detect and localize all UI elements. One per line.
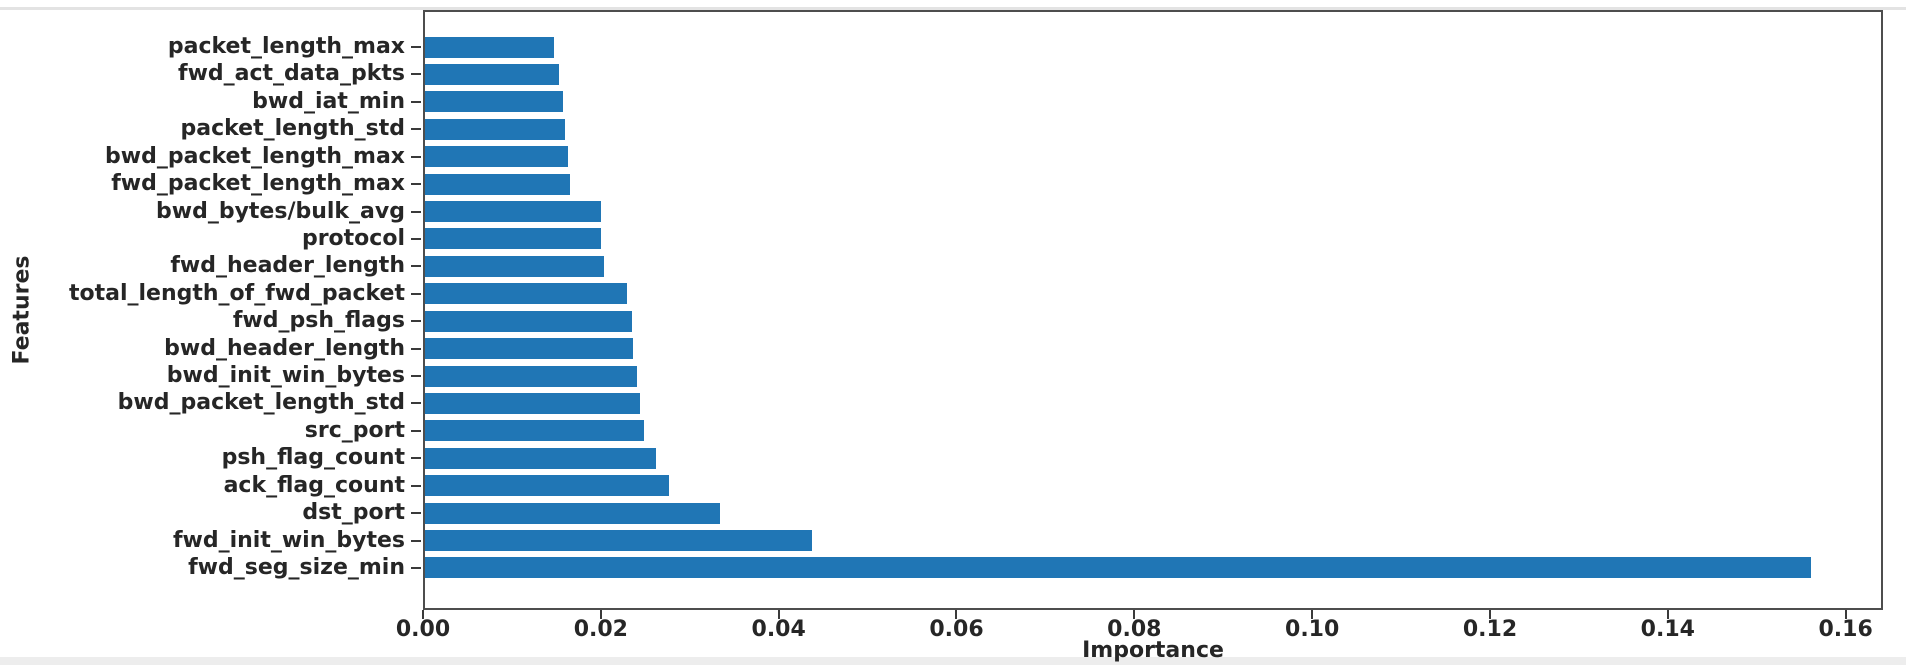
- plot-area: [423, 10, 1883, 610]
- y-tick-label: packet_length_max: [167, 34, 405, 59]
- y-axis-title: Features: [9, 255, 35, 365]
- y-tick-mark: [411, 100, 421, 103]
- y-tick-label: bwd_packet_length_std: [117, 390, 405, 416]
- y-tick-label: fwd_header_length: [170, 253, 405, 279]
- bar: [425, 146, 568, 168]
- bar: [425, 420, 644, 442]
- x-tick-label: 0.02: [573, 617, 628, 642]
- y-tick-label: bwd_init_win_bytes: [166, 363, 405, 389]
- x-tick-label: 0.04: [751, 617, 806, 642]
- y-tick-label: protocol: [301, 225, 405, 251]
- bar: [425, 365, 637, 387]
- y-tick-mark: [411, 292, 421, 295]
- x-tick-label: 0.08: [1107, 617, 1162, 642]
- x-tick-label: 0.10: [1285, 617, 1340, 642]
- x-tick-label: 0.12: [1462, 617, 1518, 642]
- y-tick-mark: [411, 265, 421, 268]
- y-tick-mark: [411, 402, 421, 405]
- y-tick-mark: [411, 183, 421, 186]
- y-tick-label: dst_port: [302, 500, 405, 526]
- y-tick-mark: [411, 484, 421, 487]
- y-tick-mark: [411, 566, 421, 569]
- y-tick-label: fwd_psh_flags: [232, 308, 405, 334]
- y-tick-label: fwd_act_data_pkts: [178, 61, 405, 87]
- x-tick-mark: [422, 610, 424, 619]
- y-tick-mark: [411, 539, 421, 542]
- bar: [425, 310, 632, 332]
- x-tick-label: 0.14: [1640, 617, 1695, 642]
- x-tick-mark: [1133, 610, 1136, 619]
- y-tick-mark: [411, 46, 421, 48]
- y-tick-label: bwd_iat_min: [252, 88, 405, 114]
- bar: [425, 475, 669, 497]
- page-rule-bottom: [0, 657, 1906, 665]
- y-tick-mark: [411, 512, 421, 515]
- bar: [425, 283, 627, 305]
- y-tick-mark: [411, 457, 421, 460]
- y-tick-label: bwd_header_length: [164, 335, 405, 361]
- bar: [425, 255, 604, 277]
- x-tick-label: 0.00: [395, 617, 451, 642]
- bar: [425, 201, 601, 223]
- y-tick-label: ack_flag_count: [223, 472, 405, 498]
- x-tick-mark: [599, 610, 602, 619]
- y-tick-label: bwd_packet_length_max: [105, 143, 405, 169]
- x-tick-mark: [1666, 610, 1669, 619]
- page-rule-top: [0, 7, 1906, 10]
- x-tick-mark: [777, 610, 780, 619]
- y-tick-mark: [411, 237, 421, 240]
- x-tick-label: 0.16: [1818, 617, 1873, 642]
- y-tick-mark: [411, 347, 421, 350]
- bar: [425, 91, 563, 113]
- x-tick-mark: [1844, 610, 1847, 619]
- y-tick-mark: [411, 155, 421, 158]
- y-tick-mark: [411, 210, 421, 213]
- y-tick-label: fwd_seg_size_min: [188, 554, 405, 580]
- x-tick-mark: [955, 610, 958, 619]
- x-axis-title: Importance: [1082, 638, 1224, 663]
- bar: [425, 447, 656, 469]
- bar: [425, 36, 554, 58]
- y-tick-mark: [411, 320, 421, 323]
- bar: [425, 63, 559, 85]
- x-tick-mark: [1488, 610, 1491, 619]
- y-tick-label: fwd_init_win_bytes: [172, 527, 405, 553]
- y-tick-mark: [411, 73, 421, 76]
- y-tick-label: total_length_of_fwd_packet: [68, 280, 405, 306]
- y-tick-label: psh_flag_count: [221, 445, 405, 471]
- bar: [425, 338, 633, 360]
- y-tick-label: fwd_packet_length_max: [111, 171, 405, 197]
- y-tick-label: bwd_bytes/bulk_avg: [156, 198, 405, 224]
- y-tick-mark: [411, 128, 421, 131]
- y-tick-mark: [411, 375, 421, 378]
- y-tick-label: packet_length_std: [180, 116, 405, 142]
- bar: [425, 530, 812, 552]
- bar: [425, 392, 640, 414]
- y-tick-mark: [411, 429, 421, 432]
- bar: [425, 228, 601, 250]
- x-tick-mark: [1311, 610, 1314, 619]
- bar: [425, 502, 720, 524]
- bar: [425, 173, 570, 195]
- y-tick-label: src_port: [304, 417, 405, 443]
- bar: [425, 118, 565, 140]
- bar: [425, 557, 1811, 579]
- x-tick-label: 0.06: [929, 617, 984, 642]
